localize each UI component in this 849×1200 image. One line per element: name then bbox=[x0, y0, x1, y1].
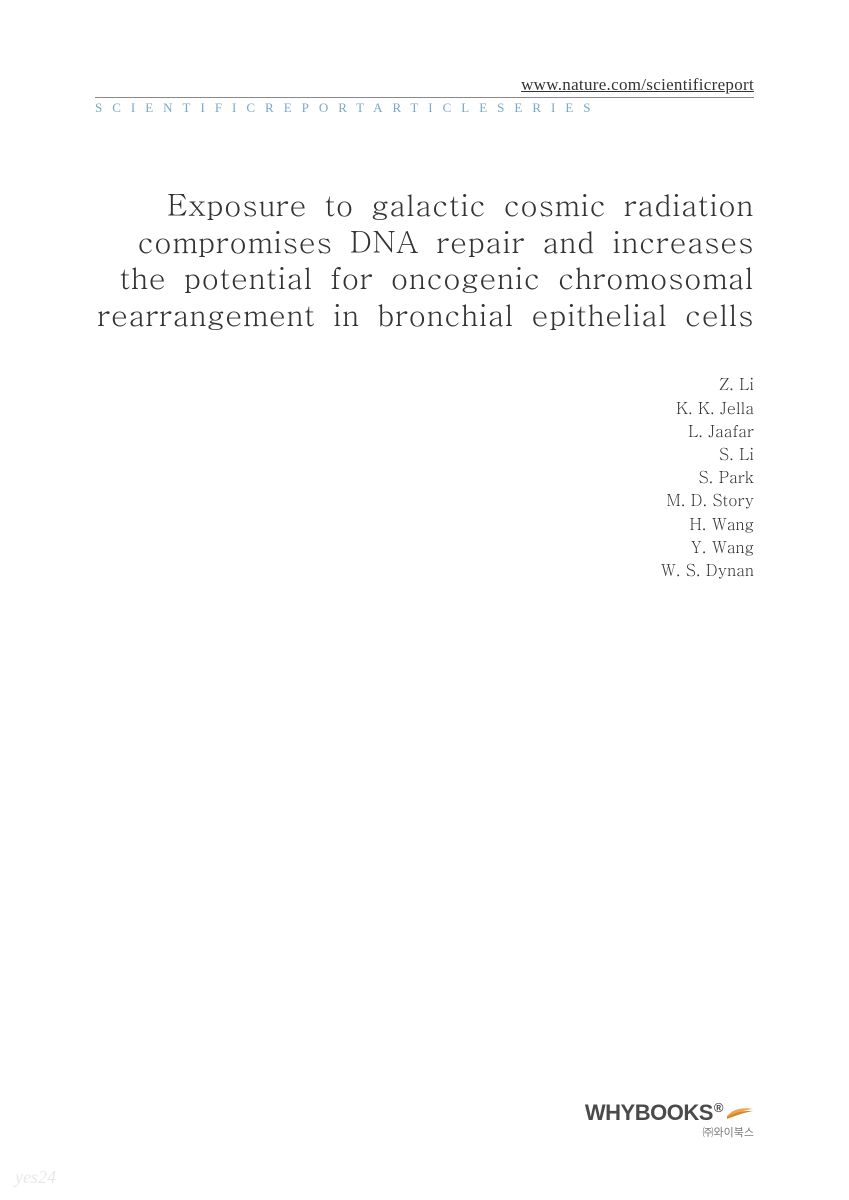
author: S. Li bbox=[95, 442, 754, 465]
author: Z. Li bbox=[95, 372, 754, 395]
author: K. K. Jella bbox=[95, 396, 754, 419]
author: M. D. Story bbox=[95, 488, 754, 511]
publisher-name: WHYBOOKS® bbox=[585, 1100, 754, 1126]
author: H. Wang bbox=[95, 512, 754, 535]
journal-url[interactable]: www.nature.com/scientificreport bbox=[95, 75, 754, 98]
watermark: yes24 bbox=[15, 1167, 56, 1188]
author: Y. Wang bbox=[95, 535, 754, 558]
author: L. Jaafar bbox=[95, 419, 754, 442]
author: W. S. Dynan bbox=[95, 558, 754, 581]
author: S. Park bbox=[95, 465, 754, 488]
article-title: Exposure to galactic cosmic radiation co… bbox=[95, 186, 754, 332]
publisher-subtext: ㈜와이북스 bbox=[585, 1124, 754, 1140]
swoosh-icon bbox=[726, 1100, 754, 1116]
registered-mark: ® bbox=[714, 1100, 723, 1115]
author-list: Z. Li K. K. Jella L. Jaafar S. Li S. Par… bbox=[95, 372, 754, 581]
publisher-text: WHYBOOKS bbox=[585, 1100, 713, 1126]
series-banner: SCIENTIFICREPORTARTICLESERIES bbox=[95, 98, 754, 116]
document-page: www.nature.com/scientificreport SCIENTIF… bbox=[0, 0, 849, 1200]
publisher-block: WHYBOOKS® ㈜와이북스 bbox=[585, 1100, 754, 1140]
